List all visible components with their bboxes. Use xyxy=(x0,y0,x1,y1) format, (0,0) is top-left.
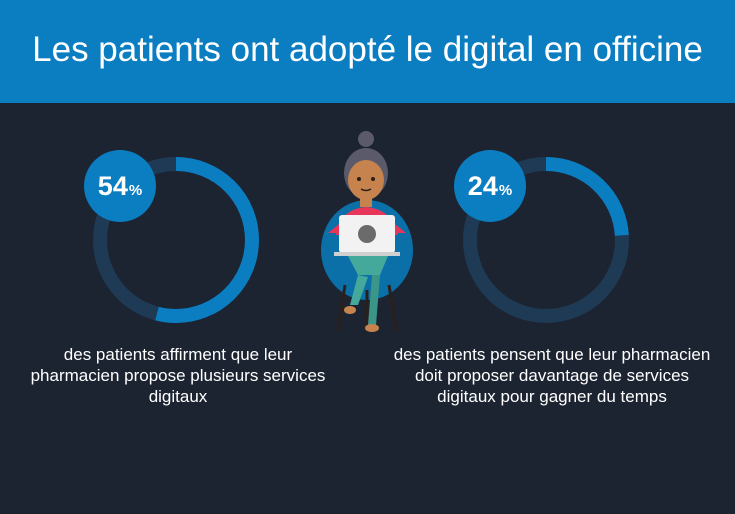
stat-value-2: 24 xyxy=(467,170,498,201)
stat-description-2: des patients pensent que leur pharmacien… xyxy=(393,345,711,406)
donut-chart-1 xyxy=(93,157,259,323)
stat-badge-1: 54% xyxy=(84,150,156,222)
ring-progress-2 xyxy=(463,157,629,323)
donut-chart-2 xyxy=(463,157,629,323)
header-banner: Les patients ont adopté le digital en of… xyxy=(0,0,735,103)
stat-unit-2: % xyxy=(498,181,513,199)
stat-value-1: 54 xyxy=(97,170,128,201)
stat-badge-2: 24% xyxy=(454,150,526,222)
stat-description-1: des patients affirment que leur pharmaci… xyxy=(30,345,326,406)
ring-progress-1 xyxy=(93,157,259,323)
stat-ring-2: 24% xyxy=(454,150,636,330)
woman-with-laptop-illustration xyxy=(321,131,413,332)
page-title: Les patients ont adopté le digital en of… xyxy=(32,30,703,69)
stat-unit-1: % xyxy=(128,181,143,199)
stat-ring-1: 54% xyxy=(84,150,266,330)
